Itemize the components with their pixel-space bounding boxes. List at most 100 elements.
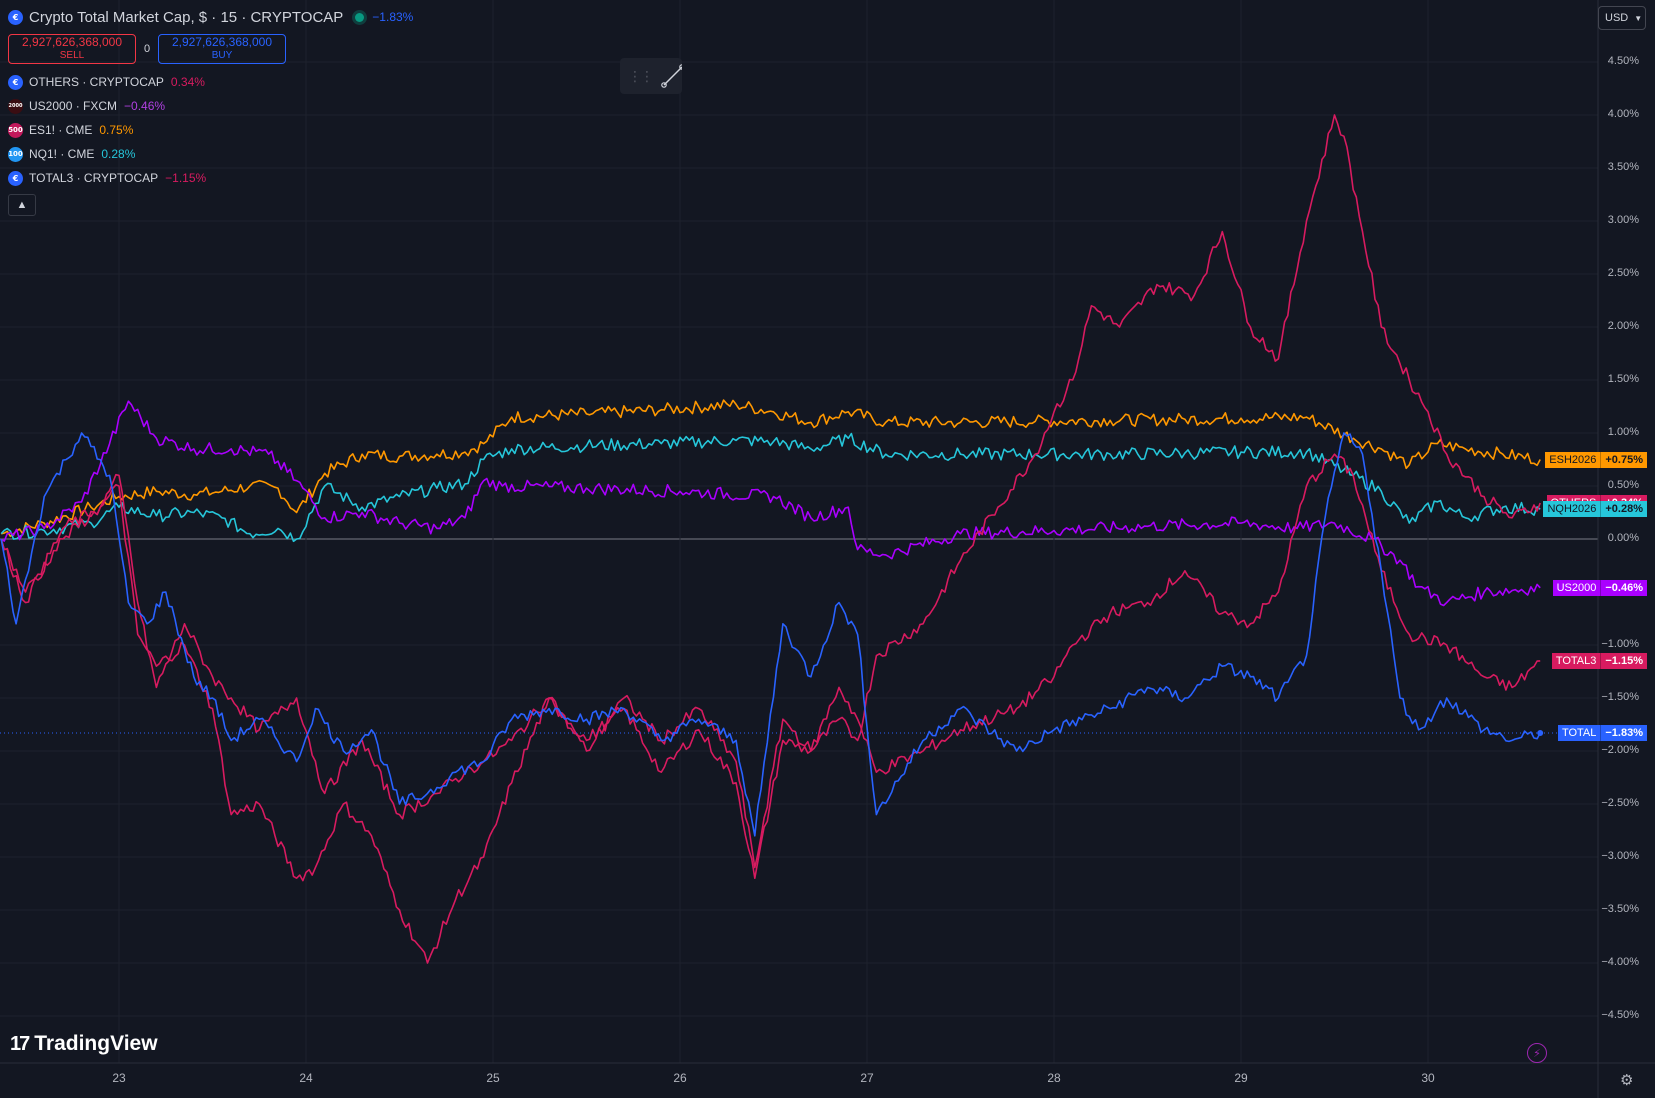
price-tick-label: −1.50% <box>1601 691 1639 703</box>
price-tick-label: 0.50% <box>1607 479 1639 491</box>
trade-buttons: 2,927,626,368,000 SELL 0 2,927,626,368,0… <box>8 32 413 66</box>
spread-value: 0 <box>143 43 151 55</box>
crypto-coin-icon: € <box>8 74 23 90</box>
main-series-change: −1.83% <box>372 10 414 24</box>
sell-button[interactable]: 2,927,626,368,000 SELL <box>8 34 136 64</box>
legend-series-change: −1.15% <box>165 171 207 185</box>
series-line-others <box>0 114 1541 964</box>
time-tick-label: 23 <box>112 1071 126 1085</box>
legend-series-change: −0.46% <box>124 99 166 113</box>
badge-name: TOTAL3 <box>1551 652 1601 669</box>
legend-series-change: 0.75% <box>99 123 134 137</box>
currency-label: USD <box>1605 12 1629 24</box>
price-badge-total: TOTAL −1.83% <box>1557 724 1647 741</box>
price-tick-label: 3.00% <box>1607 214 1639 226</box>
time-tick-label: 26 <box>673 1071 687 1085</box>
price-tick-label: −3.50% <box>1601 903 1639 915</box>
tradingview-logo[interactable]: 17 TradingView <box>10 1032 158 1056</box>
market-status-dot <box>355 12 365 22</box>
buy-label: BUY <box>211 50 233 61</box>
legend-row-others[interactable]: € OTHERS · CRYPTOCAP 0.34% <box>8 70 413 94</box>
badge-value: +0.75% <box>1600 451 1647 468</box>
legend-row-nq1[interactable]: 100 NQ1! · CME 0.28% <box>8 142 413 166</box>
gear-icon[interactable]: ⚙ <box>1620 1072 1634 1089</box>
legend-row-total3[interactable]: € TOTAL3 · CRYPTOCAP −1.15% <box>8 166 413 190</box>
buy-button[interactable]: 2,927,626,368,000 BUY <box>158 34 286 64</box>
series-line-total <box>0 432 1541 837</box>
sp500-icon: 500 <box>8 122 23 138</box>
time-tick-label: 30 <box>1421 1071 1435 1085</box>
legend-row-es1[interactable]: 500 ES1! · CME 0.75% <box>8 118 413 142</box>
price-tick-label: −2.00% <box>1601 744 1639 756</box>
legend-series-change: 0.34% <box>170 75 205 89</box>
price-tick-label: 1.50% <box>1607 373 1639 385</box>
sell-price: 2,927,626,368,000 <box>21 35 123 49</box>
price-tick-label: 3.50% <box>1607 161 1639 173</box>
badge-name: NQH2026 <box>1543 501 1601 518</box>
legend-series-change: 0.28% <box>101 147 136 161</box>
price-tick-label: −4.00% <box>1601 956 1639 968</box>
sell-label: SELL <box>59 50 85 61</box>
time-tick-label: 25 <box>486 1071 500 1085</box>
time-tick-label: 28 <box>1047 1071 1061 1085</box>
lightning-icon[interactable]: ⚡ <box>1527 1043 1547 1063</box>
price-badge-total3: TOTAL3 −1.15% <box>1551 652 1647 669</box>
legend-row-us2000[interactable]: 2000 US2000 · FXCM −0.46% <box>8 94 413 118</box>
trend-line-icon[interactable] <box>658 61 682 91</box>
legend: € Crypto Total Market Cap, $ · 15 · CRYP… <box>8 7 413 216</box>
series-lines <box>0 114 1598 964</box>
last-price-dot <box>1537 729 1544 736</box>
nasdaq100-icon: 100 <box>8 146 23 162</box>
buy-price: 2,927,626,368,000 <box>171 35 273 49</box>
series-line-esh2026 <box>1 399 1541 538</box>
collapse-legend-button[interactable]: ▲ <box>8 194 36 216</box>
badge-value: −1.15% <box>1600 652 1647 669</box>
price-tick-label: 0.00% <box>1607 532 1639 544</box>
price-badge-nqh2026: NQH2026 +0.28% <box>1543 501 1647 518</box>
price-tick-label: −2.50% <box>1601 797 1639 809</box>
chevron-up-icon: ▲ <box>16 199 28 211</box>
legend-series-name: NQ1! · CME <box>29 147 95 161</box>
badge-value: +0.28% <box>1600 501 1647 518</box>
legend-series-name: TOTAL3 · CRYPTOCAP <box>29 171 159 185</box>
series-line-total3 <box>0 453 1541 869</box>
compare-series-legend: € OTHERS · CRYPTOCAP 0.34% 2000 US2000 ·… <box>8 70 413 190</box>
series-line-us2000 <box>0 400 1541 607</box>
price-tick-label: −3.00% <box>1601 850 1639 862</box>
price-tick-label: −4.50% <box>1601 1009 1639 1021</box>
legend-series-name: US2000 · FXCM <box>29 99 118 113</box>
badge-name: ESH2026 <box>1545 451 1601 468</box>
price-tick-label: 2.50% <box>1607 267 1639 279</box>
main-series-legend[interactable]: € Crypto Total Market Cap, $ · 15 · CRYP… <box>8 7 413 27</box>
chevron-down-icon: ▼ <box>1634 13 1643 23</box>
tradingview-logo-icon: 17 <box>10 1032 30 1055</box>
price-tick-label: −1.00% <box>1601 638 1639 650</box>
legend-series-name: ES1! · CME <box>29 123 93 137</box>
time-tick-label: 27 <box>860 1071 874 1085</box>
time-tick-label: 24 <box>299 1071 313 1085</box>
price-tick-label: 4.50% <box>1607 55 1639 67</box>
price-tick-label: 4.00% <box>1607 108 1639 120</box>
price-badge-esh2026: ESH2026 +0.75% <box>1545 451 1647 468</box>
badge-name: TOTAL <box>1557 724 1601 741</box>
time-tick-label: 29 <box>1234 1071 1248 1085</box>
price-tick-label: 2.00% <box>1607 320 1639 332</box>
legend-series-name: OTHERS · CRYPTOCAP <box>29 75 164 89</box>
price-badge-us2000: US2000 −0.46% <box>1552 579 1647 596</box>
currency-select[interactable]: USD ▼ <box>1598 6 1646 30</box>
main-series-title: Crypto Total Market Cap, $ · 15 · CRYPTO… <box>29 8 344 26</box>
crypto-coin-icon: € <box>8 170 23 186</box>
badge-value: −1.83% <box>1600 724 1647 741</box>
grid-lines <box>0 0 1598 1063</box>
floating-drawing-toolbar[interactable]: ⋮⋮ <box>620 58 682 94</box>
badge-name: US2000 <box>1552 579 1601 596</box>
badge-value: −0.46% <box>1600 579 1647 596</box>
series-line-nqh2026 <box>0 432 1541 543</box>
crypto-coin-icon: € <box>8 9 23 25</box>
us2000-icon: 2000 <box>8 98 23 114</box>
drag-handle-icon[interactable]: ⋮⋮ <box>628 67 654 84</box>
tradingview-logo-text: TradingView <box>34 1032 158 1055</box>
price-tick-label: 1.00% <box>1607 426 1639 438</box>
